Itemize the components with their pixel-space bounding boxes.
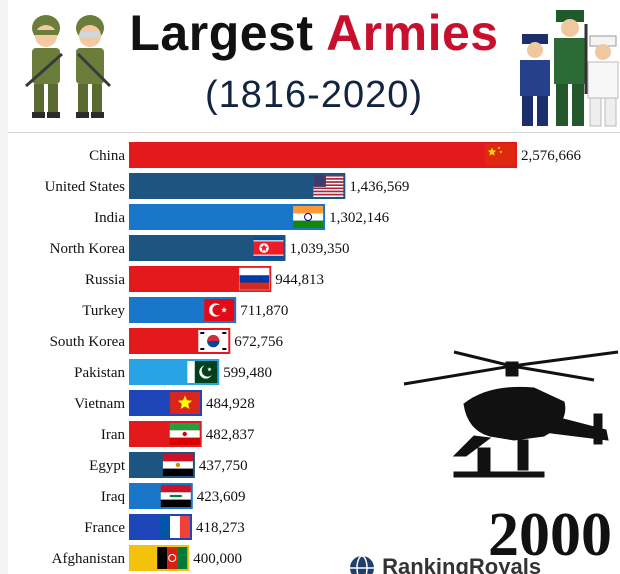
bar-row-china: China 2,576,666 (89, 142, 582, 168)
category-label: Afghanistan (52, 551, 126, 567)
chart-header: Largest Armies (1816-2020) (8, 0, 620, 133)
chart-subtitle: (1816-2020) (204, 74, 424, 116)
bar-row-india: India 1,302,146 (94, 204, 390, 230)
iran-flag-icon (169, 423, 200, 445)
india-flag-icon (293, 206, 324, 228)
value-label: 599,480 (223, 365, 272, 381)
value-label: 484,928 (206, 396, 255, 412)
value-label: 1,302,146 (329, 210, 390, 226)
usa-flag-icon (313, 175, 344, 197)
cartoon-soldiers-left-icon (25, 15, 112, 118)
bar-row-south-korea: South Korea 672,756 (50, 328, 284, 354)
bar (129, 173, 346, 199)
brand-globe-icon (350, 555, 374, 574)
title-word-largest: Largest (129, 5, 314, 61)
south-korea-flag-icon (198, 330, 229, 352)
bar-row-turkey: Turkey 711,870 (82, 297, 288, 323)
value-label: 711,870 (240, 303, 288, 319)
bar-row-vietnam: Vietnam 484,928 (74, 390, 255, 416)
category-label: North Korea (50, 241, 126, 257)
bar-chart: China 2,576,666 United States 1,436,569 Indi… (45, 142, 582, 571)
value-label: 672,756 (234, 334, 283, 350)
bar-row-afghanistan: Afghanistan 400,000 (52, 545, 242, 571)
category-label: South Korea (50, 334, 126, 350)
category-label: Iraq (101, 489, 126, 505)
bar-row-united-states: United States 1,436,569 (45, 173, 409, 199)
china-flag-icon (485, 144, 515, 166)
value-label: 2,576,666 (521, 148, 582, 164)
value-label: 1,436,569 (349, 179, 409, 195)
pakistan-flag-icon (187, 361, 218, 383)
category-label: Vietnam (74, 396, 125, 412)
category-label: India (94, 210, 125, 226)
value-label: 482,837 (206, 427, 255, 443)
bar-row-iran: Iran 482,837 (101, 421, 255, 447)
chart-title: Largest Armies (8, 2, 620, 64)
brand-name: RankingRoyals (382, 554, 542, 574)
vietnam-flag-icon (170, 392, 201, 414)
bar-row-iraq: Iraq 423,609 (101, 483, 246, 509)
bar-row-france: France 418,273 (84, 514, 245, 540)
egypt-flag-icon (162, 454, 193, 476)
value-label: 1,039,350 (290, 241, 350, 257)
bar-row-pakistan: Pakistan 599,480 (74, 359, 272, 385)
bar-row-russia: Russia 944,813 (85, 266, 324, 292)
bar (129, 204, 326, 230)
value-label: 400,000 (193, 551, 242, 567)
category-label: Egypt (89, 458, 126, 474)
category-label: China (89, 148, 125, 164)
value-label: 944,813 (275, 272, 324, 288)
category-label: Russia (85, 272, 125, 288)
category-label: Iran (101, 427, 126, 443)
iraq-flag-icon (160, 485, 191, 507)
value-label: 437,750 (199, 458, 248, 474)
bar-row-north-korea: North Korea 1,039,350 (50, 235, 350, 261)
year-label: 2000 (488, 501, 612, 569)
value-label: 418,273 (196, 520, 245, 536)
afghanistan-flag-icon (157, 547, 188, 569)
france-flag-icon (159, 516, 190, 538)
turkey-flag-icon (204, 299, 235, 321)
russia-flag-icon (239, 267, 270, 291)
bar (129, 142, 517, 168)
parade-soldiers-right-icon (520, 10, 619, 127)
category-label: Pakistan (74, 365, 125, 381)
brand-watermark: RankingRoyals (348, 552, 541, 574)
chart-frame: Largest Armies (1816-2020) (8, 0, 620, 574)
title-word-armies: Armies (326, 5, 499, 61)
value-label: 423,609 (197, 489, 246, 505)
bar-row-egypt: Egypt 437,750 (89, 452, 248, 478)
category-label: France (84, 520, 125, 536)
north-korea-flag-icon (253, 237, 284, 259)
category-label: United States (45, 179, 126, 195)
category-label: Turkey (82, 303, 125, 319)
helicopter-silhouette-icon (403, 350, 619, 478)
